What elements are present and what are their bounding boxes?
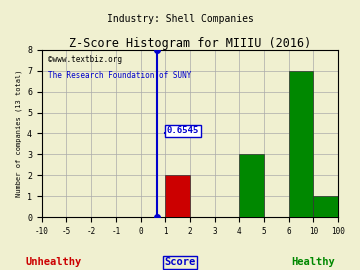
Title: Z-Score Histogram for MIIIU (2016): Z-Score Histogram for MIIIU (2016) [69,37,311,50]
Text: Healthy: Healthy [291,257,335,267]
Bar [289,70,313,217]
Text: 0.6545: 0.6545 [166,126,199,136]
Text: The Research Foundation of SUNY: The Research Foundation of SUNY [48,71,191,80]
Y-axis label: Number of companies (13 total): Number of companies (13 total) [15,70,22,197]
Text: Score: Score [165,257,195,267]
Bar [313,196,338,217]
Bar [239,154,264,217]
Text: Unhealthy: Unhealthy [26,257,82,267]
Text: ©www.textbiz.org: ©www.textbiz.org [48,55,122,64]
Bar [165,176,190,217]
Text: Industry: Shell Companies: Industry: Shell Companies [107,14,253,24]
